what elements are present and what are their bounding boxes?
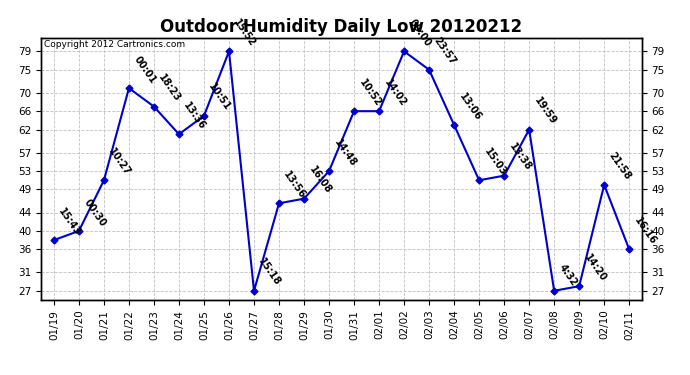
Text: 13:56: 13:56 [282, 170, 308, 201]
Text: 18:23: 18:23 [157, 73, 183, 104]
Text: 13:06: 13:06 [457, 91, 483, 122]
Text: 13:36: 13:36 [181, 100, 208, 131]
Text: 00:00: 00:00 [407, 17, 433, 48]
Text: Copyright 2012 Cartronics.com: Copyright 2012 Cartronics.com [44, 40, 186, 49]
Text: 00:01: 00:01 [132, 54, 158, 86]
Text: 15:18: 15:18 [257, 257, 283, 288]
Text: 16:16: 16:16 [632, 215, 658, 247]
Text: 14:20: 14:20 [582, 252, 608, 284]
Text: 15:43: 15:43 [57, 206, 83, 237]
Text: 14:48: 14:48 [332, 137, 358, 168]
Title: Outdoor Humidity Daily Low 20120212: Outdoor Humidity Daily Low 20120212 [161, 18, 522, 36]
Text: 16:08: 16:08 [307, 165, 333, 196]
Text: 19:59: 19:59 [532, 96, 558, 127]
Text: 13:38: 13:38 [507, 142, 533, 173]
Text: 10:52: 10:52 [357, 77, 383, 108]
Text: 21:58: 21:58 [607, 151, 633, 182]
Text: 15:52: 15:52 [232, 17, 258, 48]
Text: 23:57: 23:57 [432, 36, 458, 67]
Text: 00:30: 00:30 [81, 197, 108, 228]
Text: 10:27: 10:27 [107, 146, 132, 177]
Text: 15:03: 15:03 [482, 146, 508, 177]
Text: 10:51: 10:51 [207, 82, 233, 113]
Text: 4:32: 4:32 [557, 262, 579, 288]
Text: 14:02: 14:02 [382, 77, 408, 108]
